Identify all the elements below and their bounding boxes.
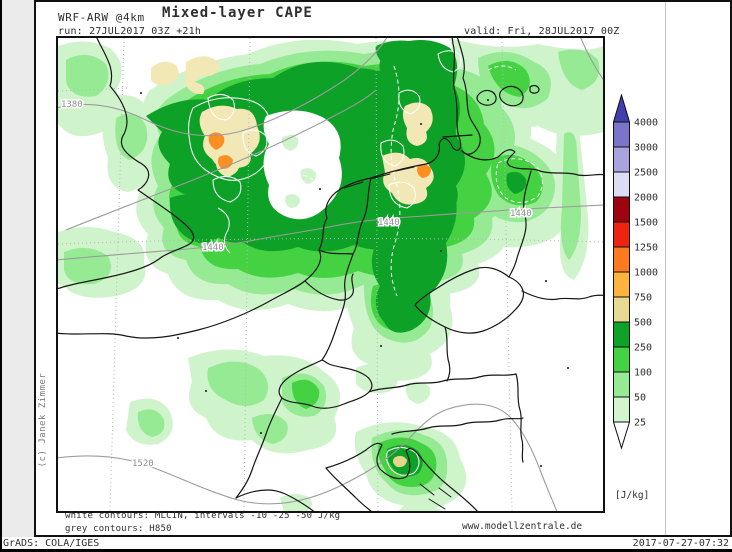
svg-text:750: 750 bbox=[634, 293, 652, 304]
page-title: Mixed-layer CAPE bbox=[162, 5, 313, 21]
page-left-edge bbox=[0, 0, 2, 552]
colorbar-unit-label: [J/kg] bbox=[615, 490, 650, 501]
h850-contours bbox=[58, 38, 603, 511]
svg-text:50: 50 bbox=[634, 393, 646, 404]
white-contours-note: white contours: MLCIN, intervals -10 -25… bbox=[65, 511, 341, 521]
credit-vertical-label: (c) Janek Zimmer bbox=[38, 372, 48, 468]
svg-text:3000: 3000 bbox=[634, 143, 658, 154]
h850-label-1520: 1520 bbox=[132, 459, 154, 469]
run-label: run: 27JUL2017 03Z +21h bbox=[58, 26, 202, 37]
svg-text:2000: 2000 bbox=[634, 193, 658, 204]
valid-label: valid: Fri, 28JUL2017 00Z bbox=[464, 26, 620, 37]
h850-contour-labels: 1380 1440 1440 1440 1520 bbox=[60, 99, 534, 471]
svg-text:4000: 4000 bbox=[634, 118, 658, 129]
page-divider-line bbox=[665, 2, 666, 535]
map-panel: 1380 1440 1440 1440 1520 bbox=[56, 36, 605, 513]
graticule-lines bbox=[58, 38, 603, 511]
website-label: www.modellzentrale.de bbox=[462, 521, 583, 532]
coastlines-borders bbox=[58, 38, 603, 511]
model-label: WRF-ARW @4km bbox=[58, 11, 145, 24]
map-svg: 1380 1440 1440 1440 1520 bbox=[58, 38, 603, 511]
svg-text:1000: 1000 bbox=[634, 268, 658, 279]
h850-label-1440-a: 1440 bbox=[202, 243, 224, 253]
h850-label-1380: 1380 bbox=[61, 100, 83, 110]
timestamp-label: 2017-07-27-07:32 bbox=[632, 538, 729, 549]
page-left-margin bbox=[2, 0, 34, 537]
colorbar-scale: 4000 3000 2500 2000 1500 1250 1000 750 500 250 100… bbox=[613, 94, 658, 450]
h850-label-1440-c: 1440 bbox=[510, 209, 532, 219]
svg-text:1250: 1250 bbox=[634, 243, 658, 254]
mlcin-contours bbox=[188, 50, 543, 476]
svg-text:500: 500 bbox=[634, 318, 652, 329]
svg-text:100: 100 bbox=[634, 368, 652, 379]
svg-text:2500: 2500 bbox=[634, 168, 658, 179]
svg-text:1500: 1500 bbox=[634, 218, 658, 229]
cape-tan-spot-croatia bbox=[393, 455, 407, 468]
svg-text:25: 25 bbox=[634, 418, 646, 429]
h850-label-1440-b: 1440 bbox=[378, 218, 400, 228]
bottom-bar bbox=[0, 549, 732, 552]
grey-contours-note: grey contours: H850 bbox=[65, 524, 172, 534]
svg-text:250: 250 bbox=[634, 343, 652, 354]
station-marks bbox=[140, 92, 569, 467]
grads-credit-label: GrADS: COLA/IGES bbox=[3, 538, 100, 549]
